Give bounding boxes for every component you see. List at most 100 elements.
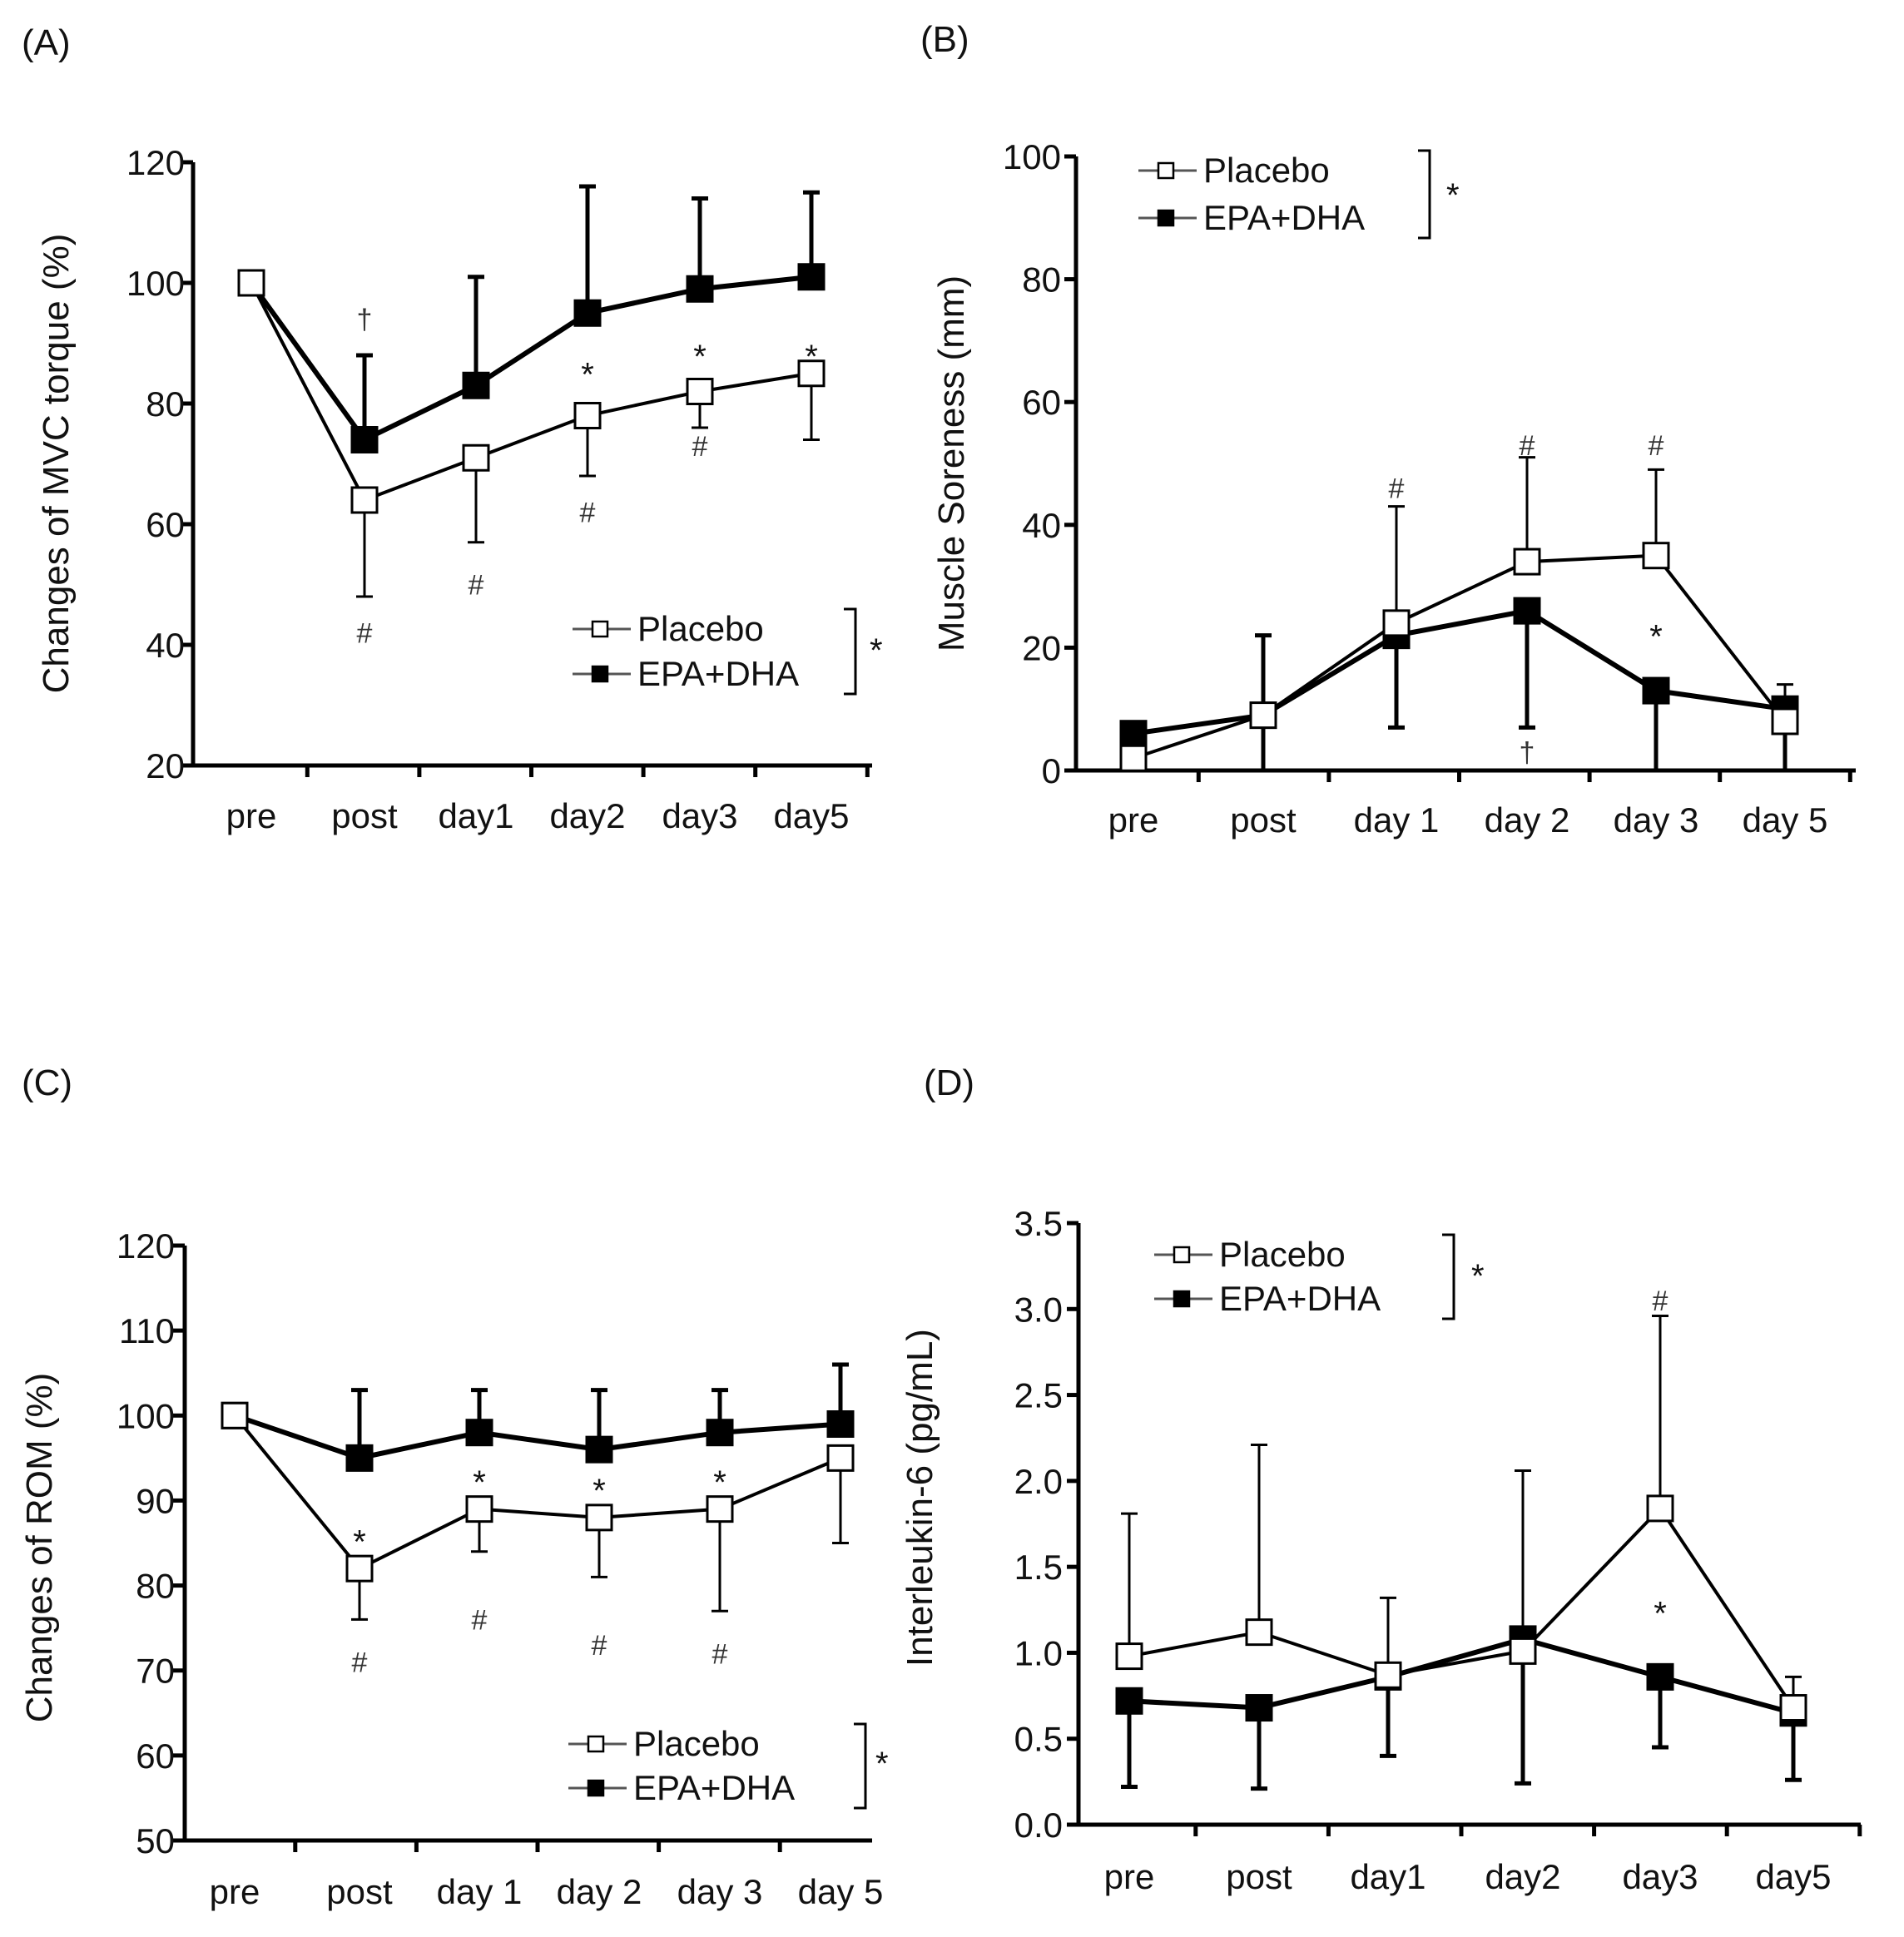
data-point-epa-dha (706, 1419, 734, 1447)
significance-hash: # (692, 431, 708, 463)
x-tick-label: day 1 (1354, 800, 1440, 840)
data-point-placebo (350, 486, 379, 514)
legend-label: Placebo (633, 1724, 760, 1763)
significance-dagger: † (1520, 737, 1535, 769)
x-tick-label: day1 (438, 796, 513, 835)
series-line (233, 1414, 841, 1571)
data-point-placebo (1245, 1618, 1273, 1647)
panel-label: (A) (22, 22, 71, 63)
data-point-placebo (345, 1554, 374, 1583)
y-tick-label: 60 (146, 505, 185, 544)
legend-significance-star: * (875, 1746, 889, 1782)
data-point-epa-dha (826, 1410, 855, 1438)
series-layer (1115, 1315, 1807, 1791)
significance-star: * (473, 1464, 486, 1501)
significance-hash: # (469, 570, 484, 602)
series-placebo (1121, 1315, 1802, 1709)
y-tick-label: 2.5 (1014, 1376, 1063, 1415)
y-tick-label: 80 (136, 1567, 175, 1606)
series-layer (237, 184, 826, 598)
data-point-placebo (573, 402, 602, 429)
series-line (1128, 1636, 1794, 1716)
y-tick-label: 80 (146, 384, 185, 424)
significance-hash: # (1389, 473, 1405, 505)
x-tick-label: day5 (1755, 1857, 1831, 1896)
y-axis-label: Changes of ROM (%) (19, 1373, 60, 1723)
y-axis-label: Changes of MVC torque (%) (36, 234, 77, 694)
data-point-epa-dha (1245, 1694, 1273, 1722)
data-point-placebo (1509, 1637, 1537, 1665)
data-point-placebo (221, 1401, 249, 1429)
y-tick-label: 70 (136, 1652, 175, 1691)
y-tick-label: 40 (146, 626, 185, 665)
y-tick-label: 110 (119, 1311, 175, 1350)
data-point-placebo (706, 1495, 734, 1523)
legend-marker (591, 665, 609, 683)
x-tick-label: day2 (549, 796, 625, 835)
significance-star: * (593, 1473, 606, 1509)
series-epa-dha (1133, 607, 1793, 773)
y-tick-label: 3.0 (1014, 1290, 1063, 1329)
legend-bracket (1418, 149, 1431, 240)
legend-significance-star: * (1446, 177, 1460, 214)
significance-hash: # (472, 1604, 488, 1636)
significance-hash: # (1653, 1286, 1668, 1317)
legend-label: Placebo (637, 609, 764, 648)
legend-label: Placebo (1203, 151, 1330, 190)
data-point-epa-dha (1115, 1687, 1143, 1715)
series-line (234, 1413, 841, 1461)
data-point-placebo (1646, 1494, 1674, 1523)
data-point-placebo (462, 443, 490, 472)
y-tick-label: 40 (1022, 506, 1061, 545)
data-point-placebo (1513, 547, 1541, 576)
x-tick-label: day 5 (798, 1872, 884, 1911)
x-tick-label: post (331, 796, 398, 835)
significance-hash: # (357, 618, 373, 650)
y-tick-label: 1.5 (1014, 1548, 1063, 1587)
x-tick-label: post (1230, 800, 1297, 840)
series-placebo (250, 282, 820, 598)
data-point-epa-dha (1119, 720, 1148, 748)
significance-hash: # (352, 1647, 368, 1679)
y-tick-label: 20 (1022, 628, 1061, 667)
x-tick-label: post (326, 1872, 393, 1911)
data-point-placebo (1779, 1694, 1807, 1722)
panel-label: (C) (22, 1063, 72, 1103)
x-tick-label: pre (210, 1872, 260, 1911)
legend-significance-star: * (1471, 1258, 1485, 1295)
series-line (249, 274, 812, 443)
series-line (1128, 1505, 1795, 1709)
y-tick-label: 50 (136, 1821, 175, 1860)
legend-marker (1157, 209, 1175, 227)
legend: Placebo EPA+DHA * (568, 1722, 889, 1810)
x-tick-label: day 3 (677, 1872, 763, 1911)
y-tick-label: 20 (146, 746, 185, 785)
significance-star: * (581, 357, 594, 394)
significance-dagger: † (357, 305, 373, 336)
x-tick-label: day3 (662, 796, 737, 835)
data-point-epa-dha (465, 1419, 493, 1447)
legend: Placebo EPA+DHA * (573, 607, 883, 696)
chart-panel-c: (C) 50 60 70 80 90 100 110 120 pre post day 1 day 2 d… (19, 1063, 889, 1911)
x-tick-label: pre (226, 796, 277, 835)
y-tick-label: 100 (1003, 137, 1061, 176)
significance-hash: # (592, 1630, 607, 1662)
x-tick-label: day 2 (1485, 800, 1570, 840)
series-layer (1119, 456, 1799, 773)
legend-bracket (844, 607, 857, 696)
legend-marker (1173, 1246, 1191, 1264)
y-tick-label: 0.5 (1014, 1720, 1063, 1759)
significance-hash: # (580, 498, 596, 529)
series-placebo (1133, 456, 1793, 760)
x-tick-label: pre (1108, 800, 1159, 840)
chart-panel-b: (B) 0 20 40 60 80 100 pre post day 1 day 2 day 3 day… (920, 19, 1856, 840)
chart-panel-d: (D) 0.0 0.5 1.0 1.5 2.0 2.5 3.0 3.5 pre post day1 da… (900, 1063, 1862, 1896)
y-axis-label: Muscle Soreness (mm) (931, 275, 972, 651)
series-layer (221, 1362, 855, 1621)
legend-label: EPA+DHA (633, 1768, 795, 1807)
significance-star: * (1654, 1596, 1667, 1632)
y-tick-label: 1.0 (1014, 1633, 1063, 1672)
y-tick-label: 120 (117, 1226, 175, 1266)
y-tick-label: 100 (126, 264, 185, 303)
legend-label: EPA+DHA (1219, 1279, 1381, 1318)
